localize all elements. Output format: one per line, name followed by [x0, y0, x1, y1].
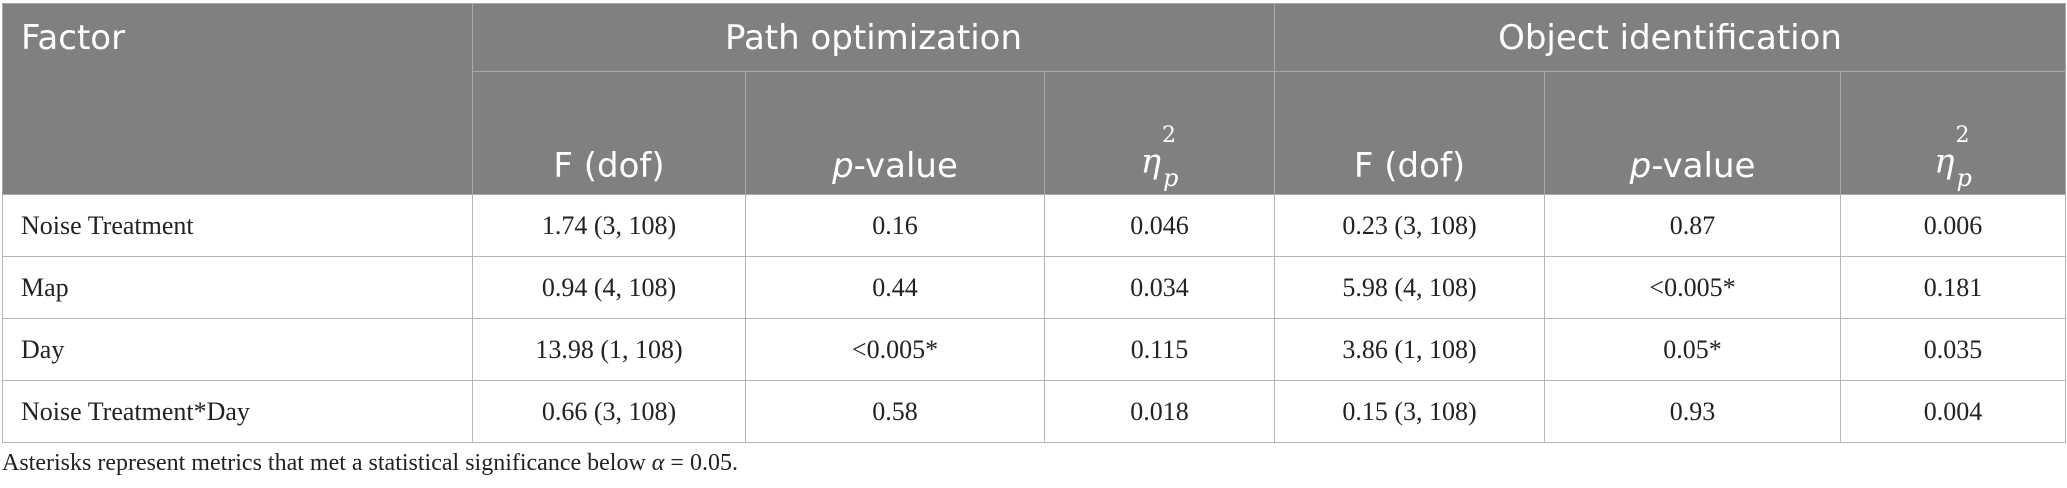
table-row: Noise Treatment 1.74 (3, 108) 0.16 0.046… — [2, 194, 2067, 257]
header-row-groups: Factor Path optimization Object identifi… — [2, 3, 2067, 195]
path-p-cell: 0.58 — [745, 380, 1045, 443]
object-p-cell: <0.005* — [1544, 256, 1842, 319]
object-f-cell: 5.98 (4, 108) — [1274, 256, 1546, 319]
path-f-cell: 1.74 (3, 108) — [472, 194, 746, 257]
factor-cell: Noise Treatment*Day — [2, 380, 473, 443]
object-f-cell: 0.23 (3, 108) — [1274, 194, 1546, 257]
factor-cell: Map — [2, 256, 473, 319]
path-p-cell: 0.44 — [745, 256, 1045, 319]
alpha-symbol: α — [651, 450, 665, 476]
object-eta-cell: 0.004 — [1840, 380, 2067, 443]
path-p-cell: <0.005* — [745, 318, 1045, 381]
header-row-metrics: F (dof) p-value η2p F (dof) p-value η2p — [3, 71, 2067, 195]
object-p-cell: 0.93 — [1544, 380, 1842, 443]
object-p-cell: 0.05* — [1544, 318, 1842, 381]
path-partial-eta-squared-header: η2p — [1043, 71, 1276, 195]
object-eta-cell: 0.181 — [1840, 256, 2067, 319]
object-eta-cell: 0.006 — [1840, 194, 2067, 257]
object-identification-group-header: Object identification — [1274, 3, 2067, 72]
object-p-value-header: p-value — [1544, 71, 1842, 195]
path-f-cell: 13.98 (1, 108) — [472, 318, 746, 381]
object-f-dof-header: F (dof) — [1274, 71, 1546, 195]
factor-cell: Day — [2, 318, 473, 381]
anova-results-table: Factor Path optimization Object identifi… — [2, 3, 2067, 443]
path-eta-cell: 0.018 — [1043, 380, 1276, 443]
path-f-dof-header: F (dof) — [472, 71, 746, 195]
object-partial-eta-squared-header: η2p — [1840, 71, 2067, 195]
path-p-cell: 0.16 — [745, 194, 1045, 257]
path-f-cell: 0.66 (3, 108) — [472, 380, 746, 443]
table-row: Noise Treatment*Day 0.66 (3, 108) 0.58 0… — [2, 380, 2067, 443]
object-eta-cell: 0.035 — [1840, 318, 2067, 381]
anova-table-container: Factor Path optimization Object identifi… — [2, 3, 2067, 443]
table-row: Day 13.98 (1, 108) <0.005* 0.115 3.86 (1… — [2, 318, 2067, 381]
object-p-cell: 0.87 — [1544, 194, 1842, 257]
path-eta-cell: 0.046 — [1043, 194, 1276, 257]
path-eta-cell: 0.034 — [1043, 256, 1276, 319]
table-row: Map 0.94 (4, 108) 0.44 0.034 5.98 (4, 10… — [2, 256, 2067, 319]
path-f-cell: 0.94 (4, 108) — [472, 256, 746, 319]
factor-cell: Noise Treatment — [2, 194, 473, 257]
path-eta-cell: 0.115 — [1043, 318, 1276, 381]
object-f-cell: 0.15 (3, 108) — [1274, 380, 1546, 443]
table-footnote: Asterisks represent metrics that met a s… — [2, 450, 738, 476]
object-f-cell: 3.86 (1, 108) — [1274, 318, 1546, 381]
path-optimization-group-header: Path optimization — [471, 3, 1276, 72]
path-p-value-header: p-value — [745, 71, 1045, 195]
factor-column-header: Factor — [2, 3, 473, 195]
